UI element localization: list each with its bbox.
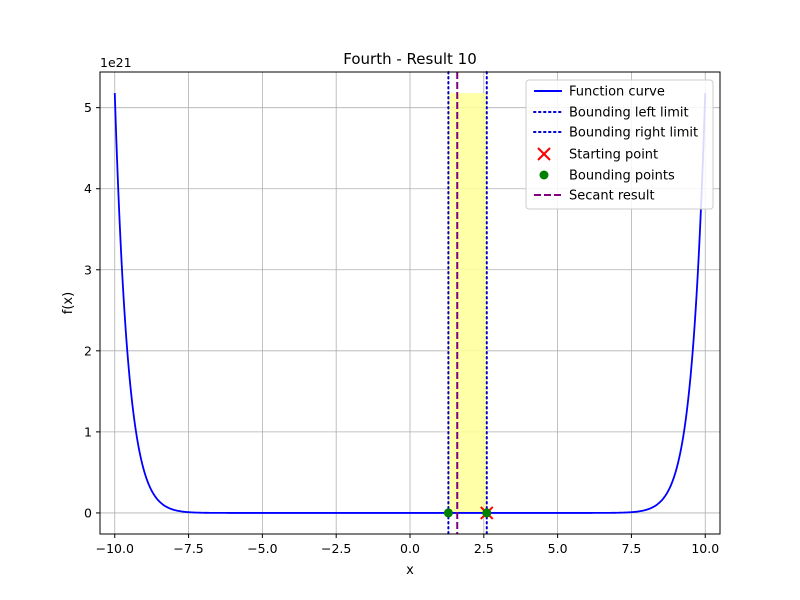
legend-box: [525, 79, 714, 210]
y-tick-label: 4: [84, 181, 92, 196]
x-tick-label: 5.0: [548, 541, 568, 556]
markers-layer: [443, 506, 494, 520]
bounding-point: [482, 508, 492, 518]
x-tick-label: −7.5: [173, 541, 203, 556]
legend-label-bounding-left: Bounding left limit: [569, 106, 689, 121]
legend-swatch-starting-point: [537, 147, 551, 161]
y-tick-label: 0: [84, 505, 92, 520]
legend-label-secant: Secant result: [569, 189, 655, 204]
vertical-lines-layer: [447, 71, 488, 535]
legend-label-function: Function curve: [569, 85, 665, 100]
legend-label-starting-point: Starting point: [569, 148, 658, 163]
y-offset-label: 1e21: [100, 55, 132, 70]
curve-layer: [113, 93, 707, 514]
chart-title: Fourth - Result 10: [343, 50, 476, 68]
x-tick-label: 10.0: [691, 541, 719, 556]
bounding-shaded-region: [448, 93, 487, 513]
y-tick-label: 2: [84, 343, 92, 358]
legend: Function curve Bounding left limit Bound…: [525, 79, 714, 210]
function-curve: [113, 93, 707, 514]
x-tick-label: −2.5: [321, 541, 351, 556]
x-tick-label: 7.5: [621, 541, 641, 556]
bounding-point: [443, 508, 453, 518]
legend-swatch-bounding-points: [539, 170, 549, 180]
y-tick-label: 1: [84, 424, 92, 439]
legend-label-bounding-right: Bounding right limit: [569, 126, 698, 141]
x-axis-label: x: [406, 563, 414, 578]
x-tick-label: −5.0: [247, 541, 277, 556]
legend-label-bounding-points: Bounding points: [569, 169, 675, 184]
x-tick-label: −10.0: [96, 541, 134, 556]
y-tick-label: 3: [84, 262, 92, 277]
y-tick-label: 5: [84, 100, 92, 115]
x-tick-label: 0.0: [400, 541, 420, 556]
x-tick-label: 2.5: [474, 541, 494, 556]
y-axis-label: f(x): [61, 292, 76, 314]
shaded-region-layer: [448, 93, 487, 513]
ticks-layer: −10.0 −7.5 −5.0 −2.5 0.0 2.5 5.0 7.5 10.0 0 1 2 3 4 5: [84, 100, 719, 556]
